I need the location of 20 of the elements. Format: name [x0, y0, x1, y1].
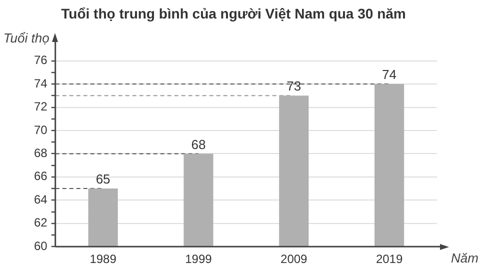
- data-label: 68: [191, 136, 206, 152]
- data-label: 74: [382, 67, 397, 82]
- y-tick-label: 68: [34, 146, 48, 160]
- y-tick-label: 70: [34, 122, 48, 137]
- y-axis-title: Tuổi thọ: [3, 30, 50, 46]
- x-tick-label: 1989: [90, 252, 117, 266]
- y-tick-label: 72: [34, 100, 48, 114]
- y-tick-label: 74: [34, 76, 48, 90]
- y-tick-label: 62: [34, 216, 48, 230]
- y-tick-label: 60: [34, 238, 48, 253]
- x-tick-label: 2009: [280, 252, 308, 266]
- data-label: 73: [286, 78, 302, 94]
- x-tick-label: 2019: [376, 252, 403, 266]
- y-tick-label: 76: [34, 53, 48, 68]
- y-tick-label: 64: [34, 192, 48, 206]
- chart-title: Tuổi thọ trung bình của người Việt Nam qua 30 năm: [61, 5, 406, 22]
- y-tick-label: 66: [34, 169, 48, 184]
- x-axis-title: Năm: [451, 250, 479, 266]
- data-label: 65: [96, 172, 110, 187]
- x-tick-label: 1999: [185, 252, 212, 266]
